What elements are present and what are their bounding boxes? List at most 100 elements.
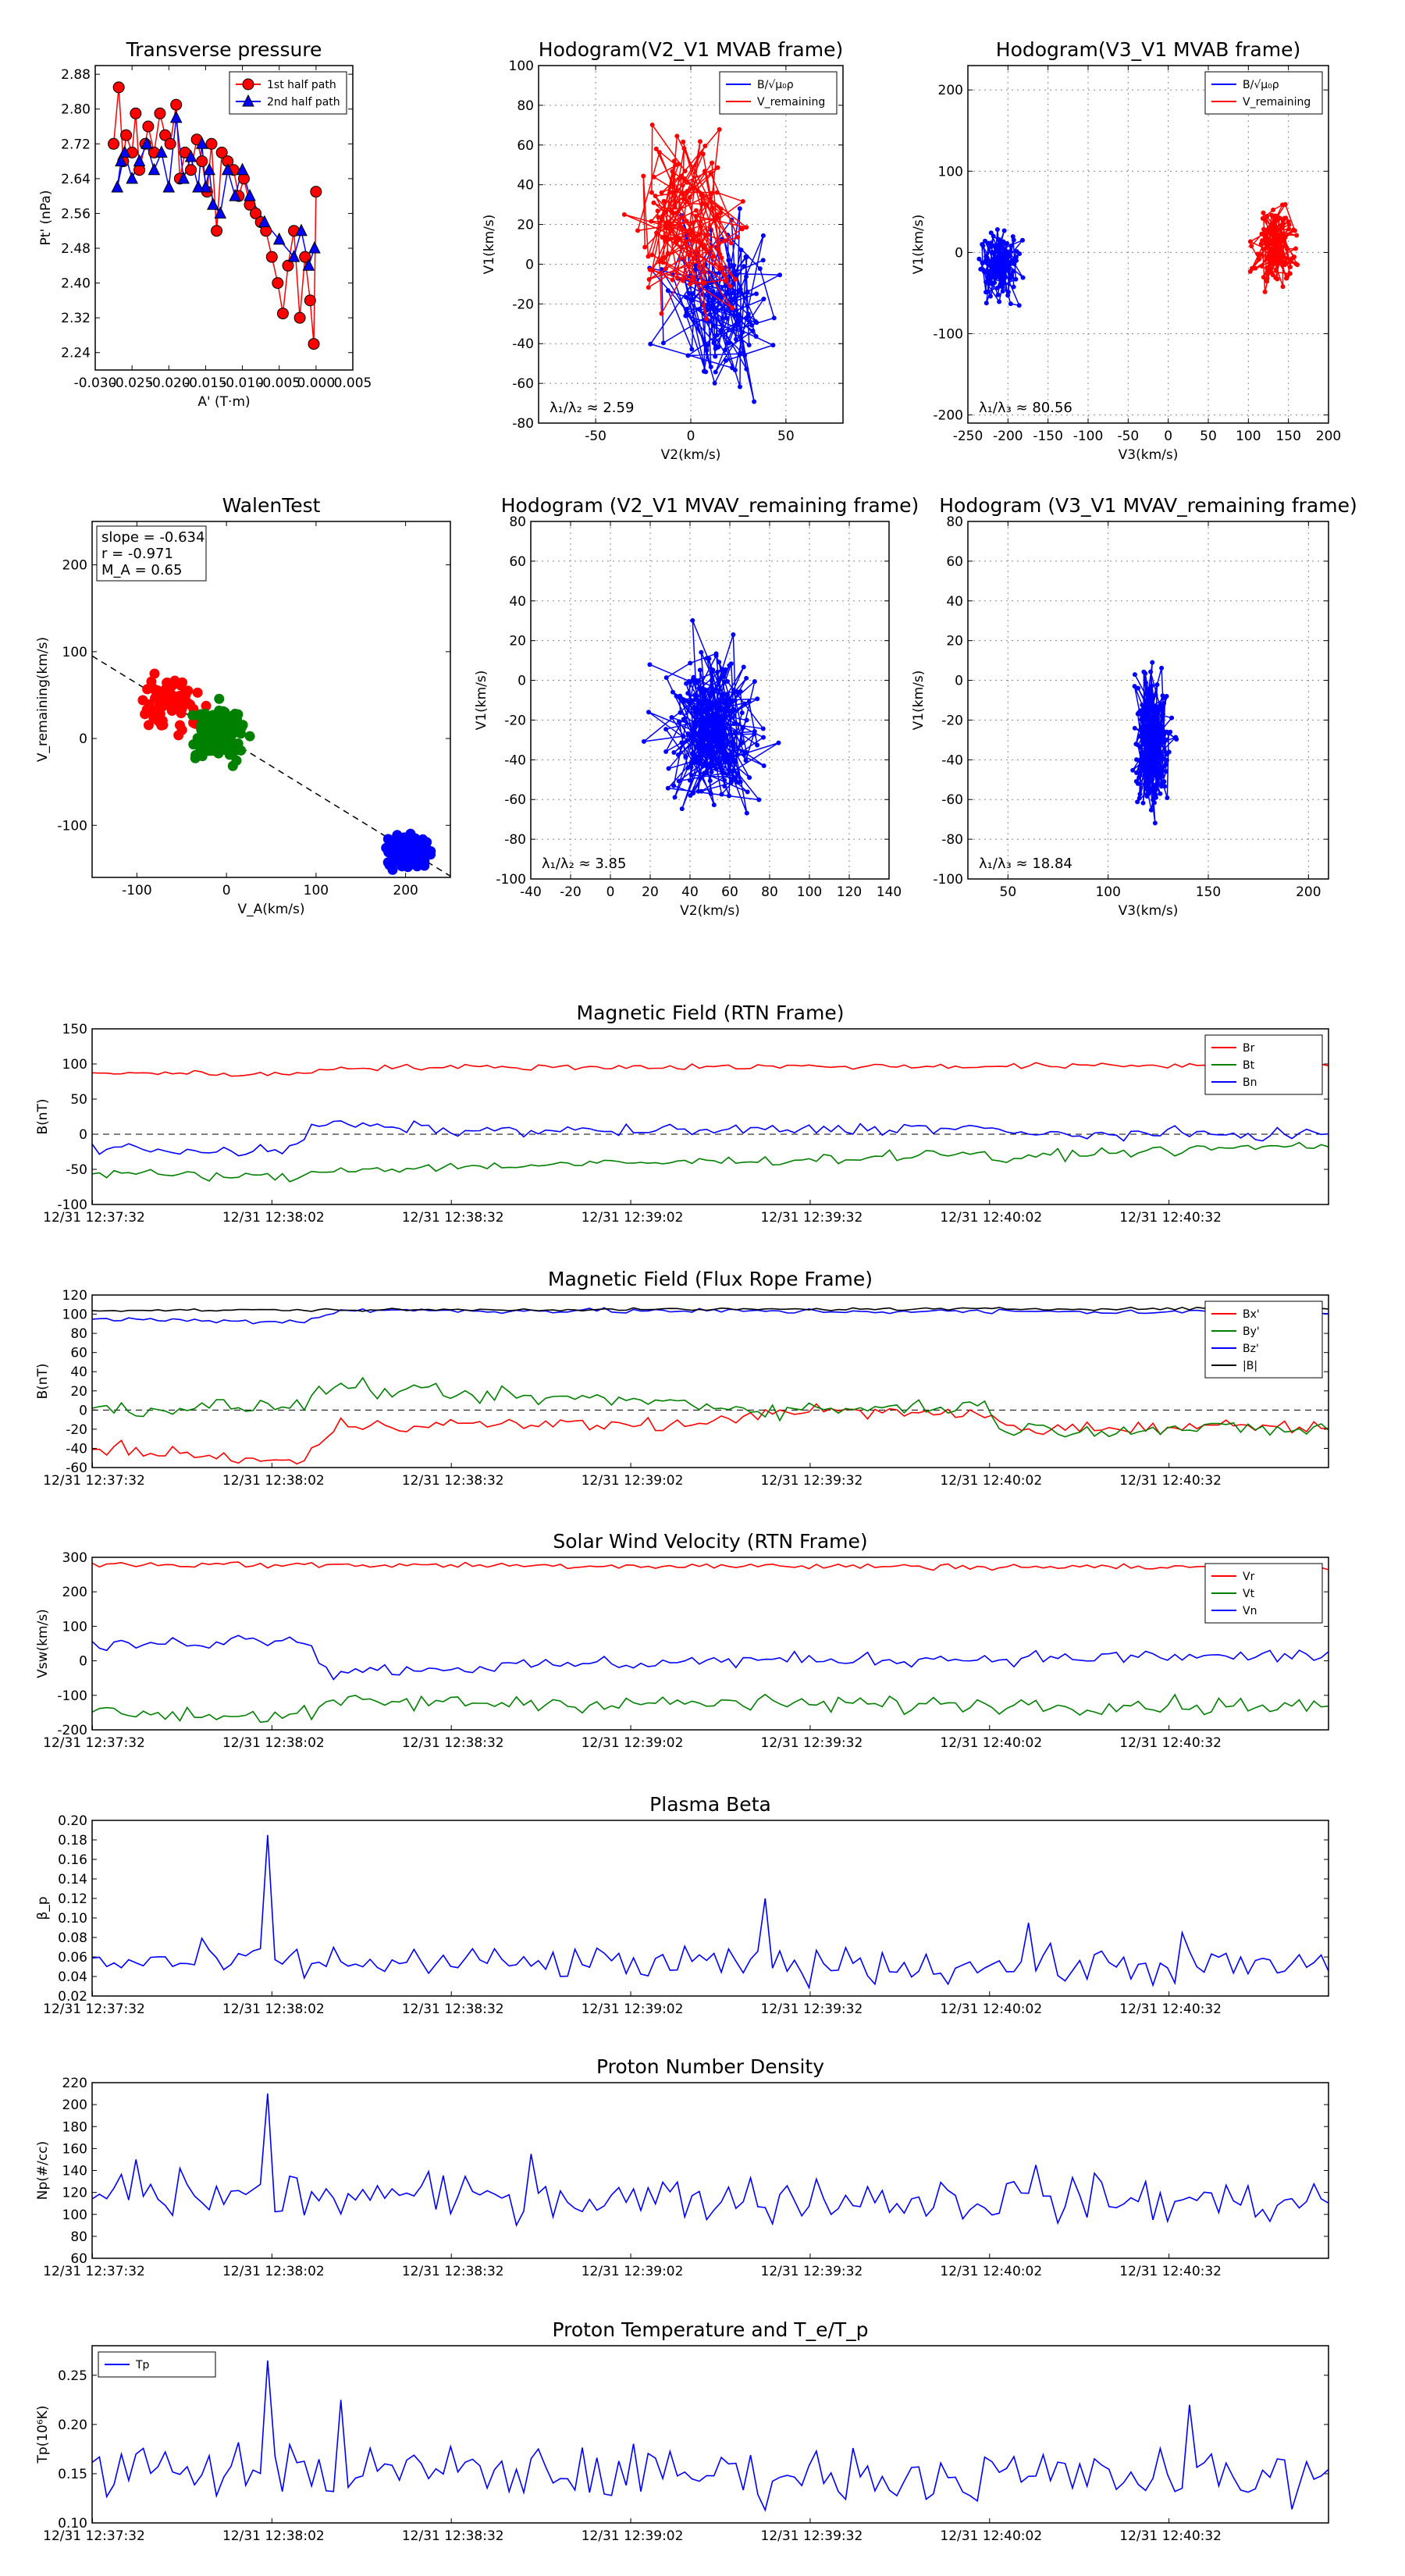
hodogram-point — [715, 245, 720, 251]
hodogram-point — [701, 749, 706, 755]
x-tick-label: 12/31 12:38:32 — [402, 1210, 504, 1226]
hodogram-point — [651, 174, 656, 180]
hodogram-point — [696, 746, 702, 752]
hodogram-point — [1261, 210, 1266, 215]
hodogram-point — [1247, 239, 1253, 244]
y-tick-label: 40 — [517, 178, 534, 194]
hodogram-point — [715, 741, 720, 746]
hodogram-point — [695, 679, 700, 685]
hodogram-point — [641, 173, 646, 179]
hodogram-point — [1263, 234, 1268, 240]
x-tick-label: -20 — [560, 884, 582, 900]
hodogram-point — [661, 198, 667, 204]
hodogram-point — [731, 270, 737, 276]
hodogram-point — [1016, 303, 1022, 308]
hodogram-point — [718, 210, 724, 215]
hodogram-point — [1134, 770, 1140, 775]
scatter-point — [382, 834, 393, 845]
x-tick-label: 12/31 12:39:32 — [761, 1473, 863, 1489]
scatter-point — [236, 722, 247, 733]
hodogram-point — [681, 146, 687, 151]
hodogram-point — [699, 193, 704, 198]
legend: Br Bt Bn — [1204, 1034, 1323, 1095]
hodogram-point — [663, 238, 668, 244]
hodogram-point — [727, 793, 732, 799]
y-tick-label: -20 — [66, 1422, 87, 1438]
hodogram-point — [711, 802, 717, 808]
hodogram-point — [743, 758, 749, 763]
hodogram-point — [1011, 269, 1016, 274]
hodogram-point — [642, 244, 648, 250]
data-point — [293, 311, 306, 324]
hodogram-point — [722, 770, 727, 776]
legend-entry: Bz' — [1243, 1343, 1259, 1355]
hodogram-point — [659, 190, 664, 195]
hodogram-point — [750, 328, 756, 333]
hodogram-point — [1148, 723, 1154, 728]
y-tick-label: 0.10 — [58, 2516, 87, 2532]
hodogram-point — [700, 720, 706, 725]
panel-beta: Plasma Beta 12/31 12:37:32 12/31 12:38:02 1… — [35, 1793, 1329, 2017]
hodogram-point — [1288, 264, 1293, 269]
hodogram-point — [728, 240, 734, 246]
hodogram-point — [987, 269, 992, 274]
y-axis-label: β_p — [35, 1896, 51, 1920]
hodogram-point — [723, 238, 728, 244]
hodogram-point — [1274, 268, 1279, 273]
data-point — [120, 129, 133, 141]
x-tick-label: 12/31 12:38:32 — [402, 1473, 504, 1489]
y-tick-label: 0.06 — [58, 1950, 87, 1966]
hodogram-point — [717, 704, 723, 710]
panel-np: Proton Number Density 12/31 12:37:32 12/31… — [35, 2055, 1329, 2279]
x-tick-label: 200 — [1296, 884, 1321, 900]
hodogram-point — [705, 716, 710, 721]
data-point — [304, 294, 316, 307]
y-tick-label: 100 — [62, 1619, 87, 1635]
hodogram-point — [688, 764, 694, 770]
hodogram-point — [1264, 269, 1270, 274]
hodogram-point — [705, 343, 710, 348]
hodogram-point — [663, 266, 668, 272]
hodogram-point — [659, 311, 664, 316]
legend: Tp — [98, 2351, 216, 2378]
hodogram-point — [757, 266, 763, 272]
panel-title-h2: Hodogram(V3_V1 MVAB frame) — [996, 38, 1300, 61]
hodogram-point — [718, 766, 724, 771]
panel-title-h3: Hodogram (V2_V1 MVAV_remaining frame) — [501, 494, 919, 517]
x-axis-label: V_A(km/s) — [237, 902, 304, 917]
plot-frame — [94, 65, 354, 371]
hodogram-point — [730, 305, 735, 311]
hodogram-point — [1152, 820, 1158, 826]
x-tick-label: -150 — [1033, 429, 1063, 444]
x-tick-label: 12/31 12:37:32 — [43, 2264, 145, 2279]
x-tick-label: -0.005 — [258, 375, 301, 391]
legend-entry: B/√μ₀ρ — [1243, 79, 1279, 91]
hodogram-point — [693, 692, 699, 697]
hodogram-point — [710, 744, 716, 749]
hodogram-point — [670, 210, 676, 215]
data-point — [154, 107, 166, 119]
hodogram-point — [755, 742, 760, 748]
hodogram-point — [1147, 733, 1153, 738]
hodogram-point — [989, 260, 994, 265]
hodogram-point — [984, 255, 990, 261]
hodogram-point — [679, 215, 685, 220]
hodogram-point — [715, 669, 720, 674]
hodogram-point — [691, 276, 696, 281]
hodogram-point — [724, 678, 730, 684]
plot-area — [641, 617, 781, 816]
hodogram-point — [687, 252, 692, 258]
hodogram-point — [1150, 660, 1155, 665]
y-tick-label: 2.80 — [61, 102, 91, 118]
hodogram-point — [1276, 239, 1282, 244]
eigen-ratio: λ₁/λ₂ ≈ 2.59 — [550, 400, 634, 416]
hodogram-point — [1165, 752, 1170, 757]
hodogram-point — [735, 322, 740, 328]
hodogram-point — [661, 255, 667, 261]
x-tick-label: 12/31 12:38:32 — [402, 2528, 504, 2544]
scatter-point — [137, 695, 148, 706]
hodogram-point — [693, 213, 699, 219]
hodogram-point — [742, 264, 747, 269]
hodogram-point — [1280, 252, 1286, 258]
hodogram-point — [707, 311, 713, 317]
